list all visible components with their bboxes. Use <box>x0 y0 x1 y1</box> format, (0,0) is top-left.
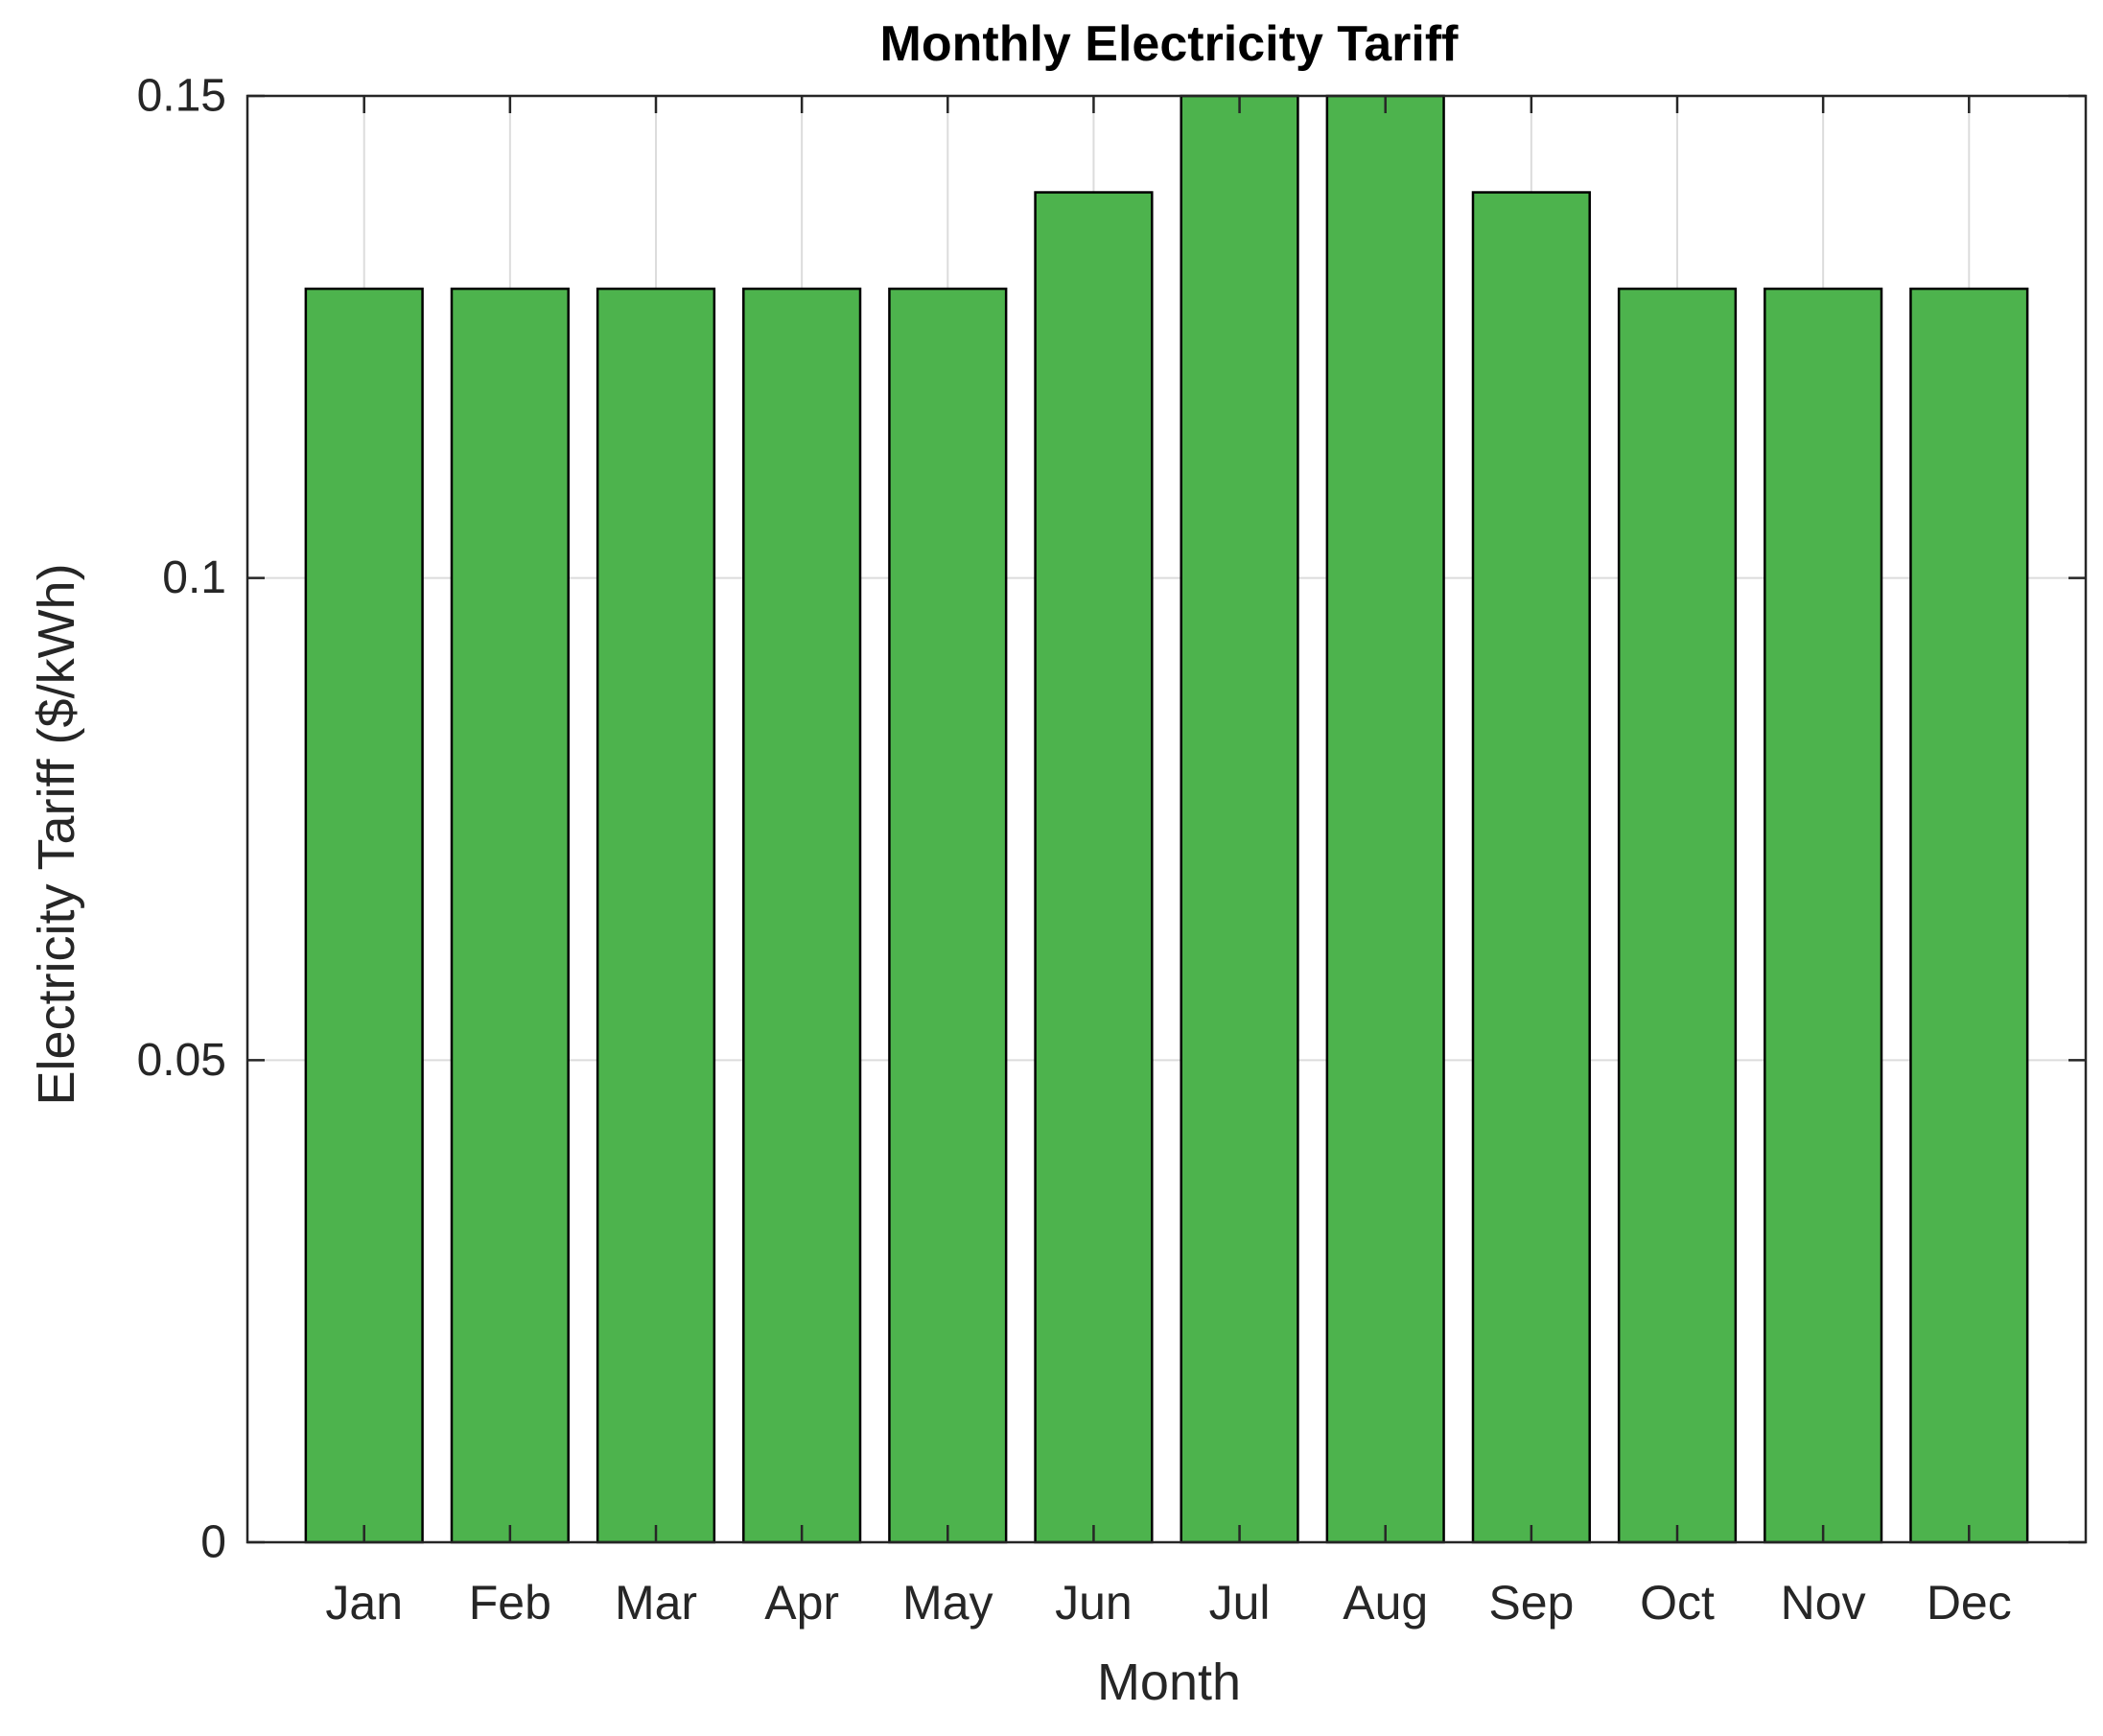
x-tick-label: Sep <box>1488 1576 1574 1630</box>
bar-oct <box>1617 287 1738 1544</box>
bar-apr <box>742 287 862 1544</box>
chart-title: Monthly Electricity Tariff <box>880 16 1460 72</box>
bar-jan <box>304 287 424 1544</box>
bar-dec <box>1909 287 2029 1544</box>
x-tick-label: Mar <box>615 1576 697 1630</box>
x-tick-label: Jul <box>1209 1576 1271 1630</box>
bar-nov <box>1764 287 1883 1544</box>
x-tick-label: Oct <box>1640 1576 1715 1630</box>
bar-mar <box>596 287 716 1544</box>
x-tick-label: Aug <box>1343 1576 1428 1630</box>
x-axis-label: Month <box>1097 1654 1241 1711</box>
y-tick-label: 0 <box>200 1517 226 1568</box>
bar-jul <box>1180 94 1299 1544</box>
bar-may <box>888 287 1008 1544</box>
bars <box>304 94 2029 1544</box>
y-tick-label: 0.15 <box>137 71 226 122</box>
x-tick-label: Nov <box>1781 1576 1866 1630</box>
x-tick-label: Jan <box>325 1576 403 1630</box>
x-tick-label: Dec <box>1927 1576 2012 1630</box>
x-tick-label: Jun <box>1055 1576 1133 1630</box>
y-tick-label: 0.1 <box>162 552 226 603</box>
x-tick-label: May <box>902 1576 993 1630</box>
y-axis-label: Electricity Tariff ($/kWh) <box>28 563 85 1105</box>
axes-box <box>245 94 2088 1544</box>
bar-aug <box>1325 94 1445 1544</box>
y-tick-labels: 0 0.05 0.1 0.15 <box>137 71 226 1568</box>
x-tick-label: Apr <box>764 1576 839 1630</box>
x-tick-label: Feb <box>469 1576 551 1630</box>
y-tick-label: 0.05 <box>137 1035 226 1086</box>
x-tick-labels: Jan Feb Mar Apr May Jun Jul Aug Sep Oct Nov Dec <box>325 1576 2011 1630</box>
tick-marks <box>247 94 2086 1544</box>
bar-jun <box>1034 191 1154 1544</box>
bar-sep <box>1471 191 1591 1544</box>
bar-feb <box>450 287 570 1544</box>
